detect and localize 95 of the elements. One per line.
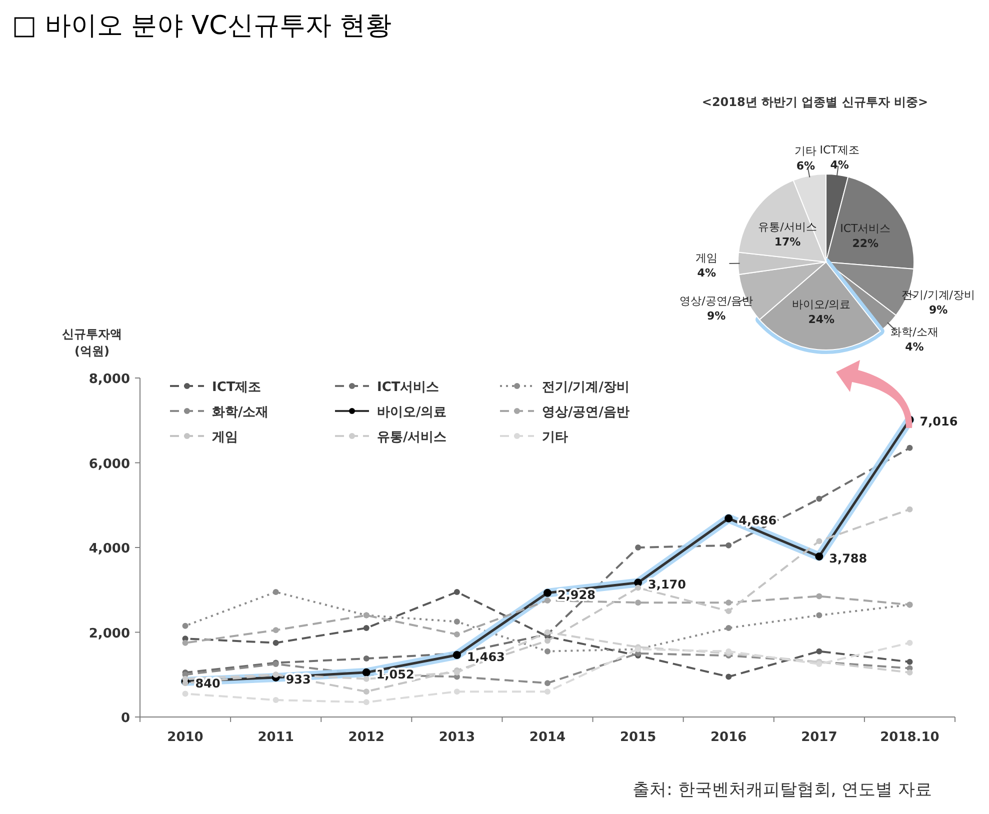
point [363, 699, 370, 706]
legend-label: 영상/공연/음반 [542, 405, 630, 420]
x-tick-label: 2018.10 [880, 730, 940, 745]
point [544, 688, 550, 695]
source-note: 출처: 한국벤처캐피탈협회, 연도별 자료 [632, 780, 932, 800]
data-label: 933 [286, 672, 311, 686]
point [906, 640, 913, 646]
point [816, 496, 822, 502]
slice-label: 게임 [696, 252, 718, 265]
legend-label: 게임 [212, 430, 238, 445]
data-label: 840 [195, 676, 220, 690]
data-label: 6% [796, 160, 816, 173]
x-tick-label: 2015 [620, 730, 656, 745]
point [272, 588, 279, 595]
point [454, 588, 460, 595]
slice-label: 전기/기계/장비 [902, 288, 975, 302]
data-label: 4% [905, 340, 924, 354]
slice-label: 유통/서비스 [758, 220, 817, 234]
point [906, 670, 913, 676]
point [544, 648, 550, 654]
data-label: 4% [830, 158, 849, 172]
point [182, 622, 188, 629]
legend-label: 전기/기계/장비 [542, 380, 630, 395]
point [272, 640, 279, 646]
point [906, 506, 913, 512]
point [182, 640, 188, 646]
data-label: 7,016 [920, 414, 958, 429]
point [906, 444, 913, 451]
slice-label: 화학/소재 [890, 325, 938, 338]
x-tick-label: 2013 [438, 730, 476, 745]
point [363, 656, 370, 662]
point [272, 627, 279, 634]
point [454, 670, 460, 676]
point [363, 676, 370, 682]
y-tick-label: 4,000 [88, 542, 130, 556]
point [726, 608, 732, 614]
point [454, 618, 460, 625]
point [182, 676, 188, 682]
data-label: 3,788 [829, 551, 868, 566]
point [726, 674, 732, 680]
data-label: 17% [774, 236, 801, 249]
point [182, 690, 188, 697]
y-tick-label: 0 [120, 711, 130, 726]
legend-label: 유통/서비스 [377, 430, 447, 445]
legend-label: ICT서비스 [377, 380, 440, 395]
point [363, 625, 370, 632]
slice-label: ICT서비스 [840, 222, 891, 235]
data-label: 4% [697, 266, 716, 280]
x-tick-label: 2014 [529, 730, 566, 745]
point [816, 612, 822, 618]
x-tick-label: 2011 [258, 730, 294, 745]
point [816, 648, 822, 654]
data-label: 3,170 [648, 578, 686, 592]
y-axis-title: 신규투자액 (억원) [62, 327, 122, 358]
point [726, 600, 732, 606]
x-tick-label: 2010 [167, 730, 204, 745]
chart-title: <2018년 하반기 업종별 신규투자 비중> [702, 95, 928, 109]
point [816, 593, 822, 600]
x-tick-label: 2012 [348, 730, 384, 745]
data-label: 22% [852, 236, 879, 250]
y-tick-label: 8,000 [88, 372, 130, 387]
data-label: 1,052 [376, 667, 414, 682]
point [635, 600, 642, 606]
point [635, 584, 642, 591]
data-label: 4,686 [738, 513, 777, 528]
point [363, 688, 370, 695]
point [816, 538, 822, 544]
slice-label: 영상/공연/음반 [680, 294, 754, 308]
slice-label: 바이오/의료 [792, 298, 851, 312]
slice-label: 기타 [794, 144, 817, 158]
data-label: 24% [808, 313, 835, 326]
point [544, 597, 550, 604]
point [272, 697, 279, 704]
point [544, 680, 550, 686]
point [816, 661, 822, 668]
y-tick-label: 2,000 [88, 626, 130, 642]
slice-label: ICT제조 [820, 144, 860, 157]
legend-label: 화학/소재 [212, 405, 269, 420]
data-label: 1,463 [466, 650, 505, 664]
point [454, 631, 460, 638]
point [906, 658, 913, 665]
legend-label: 기타 [542, 430, 568, 445]
legend-label: 바이오/의료 [377, 405, 447, 420]
point [454, 688, 460, 695]
chart-title: □ 바이오 분야 VC신규투자 현황 [12, 11, 392, 41]
y-tick-label: 6,000 [88, 456, 130, 472]
point [726, 542, 732, 548]
x-tick-label: 2017 [801, 730, 838, 745]
point [726, 625, 732, 632]
data-label: 9% [928, 303, 948, 316]
point [635, 544, 642, 550]
legend-label: ICT제조 [212, 380, 262, 395]
data-label: 9% [707, 310, 726, 323]
x-tick-label: 2016 [710, 730, 747, 745]
point [544, 638, 550, 644]
